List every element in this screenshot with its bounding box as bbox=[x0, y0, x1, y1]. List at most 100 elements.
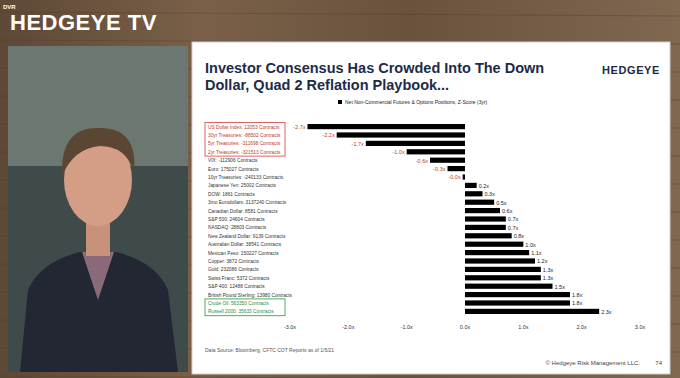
category-label: VIX: -112906 Contracts bbox=[208, 158, 258, 163]
bar bbox=[465, 200, 494, 205]
title-line: Investor Consensus Has Crowded Into The … bbox=[205, 60, 544, 76]
highlight-box-red bbox=[205, 123, 285, 157]
bar bbox=[308, 124, 466, 129]
data-label: 1.3x bbox=[543, 275, 554, 281]
bar bbox=[465, 191, 483, 196]
data-label: -0.0x bbox=[448, 174, 460, 180]
legend-label: Net Non-Commercial Futures & Options Pos… bbox=[345, 99, 488, 105]
category-label: S&P 500: 24604 Contracts bbox=[208, 217, 265, 222]
bar bbox=[465, 216, 506, 221]
data-label: 1.8x bbox=[572, 300, 583, 306]
category-label: US Dollar Index: 12053 Contracts bbox=[208, 125, 280, 130]
channel-logo: HEDGEYE TV bbox=[10, 10, 157, 35]
presenter bbox=[8, 46, 188, 372]
bar bbox=[465, 258, 535, 263]
data-label: 1.5x bbox=[555, 284, 566, 290]
bar bbox=[465, 267, 541, 272]
bar bbox=[465, 183, 477, 188]
source-note: Data Source: Bloomberg, CFTC COT Reports… bbox=[205, 347, 334, 353]
x-tick-label: -2.0x bbox=[342, 324, 354, 330]
dvr-badge: DVR bbox=[3, 4, 16, 10]
category-label: Euro: 175027 Contracts bbox=[208, 167, 259, 172]
category-label: British Pound Sterling: 13980 Contracts bbox=[208, 293, 293, 298]
x-tick-label: -3.0x bbox=[284, 324, 296, 330]
data-label: 0.7x bbox=[508, 216, 519, 222]
category-label: DOW: 1861 Contracts bbox=[208, 192, 255, 197]
category-label: Russell 2000: 35633 Contracts bbox=[208, 309, 274, 314]
category-label: 30yr Treasuries: -88502 Contracts bbox=[208, 133, 281, 138]
data-label: 1.8x bbox=[572, 292, 583, 298]
legend-swatch bbox=[338, 100, 342, 104]
category-label: Mexican Peso: 150227 Contracts bbox=[208, 251, 279, 256]
legend: Net Non-Commercial Futures & Options Pos… bbox=[338, 99, 488, 105]
category-label: Gold: 232086 Contracts bbox=[208, 267, 259, 272]
category-label: 2yr Treasuries: -321513 Contracts bbox=[208, 150, 281, 155]
bar bbox=[430, 158, 465, 163]
x-tick-label: 1.0x bbox=[518, 324, 529, 330]
data-label: 0.2x bbox=[479, 183, 490, 189]
x-tick-label: 0.0x bbox=[460, 324, 471, 330]
bar bbox=[465, 284, 553, 289]
bar bbox=[366, 141, 465, 146]
data-label: 0.7x bbox=[508, 225, 519, 231]
data-label: 1.0x bbox=[525, 242, 536, 248]
x-tick bbox=[290, 321, 291, 323]
x-tick-label: 3.0x bbox=[635, 324, 646, 330]
neck bbox=[86, 222, 110, 256]
slide-logo: HEDGEYE bbox=[602, 64, 660, 76]
chart-title: Investor Consensus Has Crowded Into The … bbox=[205, 60, 544, 93]
category-label: 3mo Eurodollars: 3137240 Contracts bbox=[208, 200, 287, 205]
category-label: NASDAQ: 28803 Contracts bbox=[208, 225, 267, 230]
bar bbox=[465, 233, 512, 238]
x-tick-label: -1.0x bbox=[401, 324, 413, 330]
bar bbox=[465, 309, 599, 314]
category-label: New Zealand Dollar: 9139 Contracts bbox=[208, 234, 286, 239]
highlight-box-green bbox=[205, 299, 285, 316]
data-label: 0.5x bbox=[496, 200, 507, 206]
shirt bbox=[82, 252, 114, 300]
data-label: -0.3x bbox=[433, 166, 445, 172]
slide-panel bbox=[192, 42, 670, 374]
x-tick bbox=[640, 321, 641, 323]
data-label: -2.7x bbox=[293, 124, 305, 130]
x-tick bbox=[465, 321, 466, 323]
data-label: -1.0x bbox=[392, 149, 404, 155]
x-tick bbox=[406, 321, 407, 323]
bar bbox=[465, 225, 506, 230]
category-label: Crude Oil: 563350 Contracts bbox=[208, 301, 269, 306]
x-tick bbox=[523, 321, 524, 323]
category-label: Australian Dollar: 38541 Contracts bbox=[208, 242, 282, 247]
x-tick-label: 2.0x bbox=[576, 324, 587, 330]
bars bbox=[308, 124, 600, 314]
data-label: 0.8x bbox=[514, 233, 525, 239]
x-tick bbox=[348, 321, 349, 323]
presenter-backdrop bbox=[8, 46, 188, 372]
bar bbox=[465, 242, 523, 247]
data-label: 1.2x bbox=[537, 258, 548, 264]
bar bbox=[407, 149, 465, 154]
title-line: Dollar, Quad 2 Reflation Playbook... bbox=[205, 77, 449, 93]
bar bbox=[463, 174, 465, 179]
bar bbox=[465, 208, 500, 213]
bar bbox=[337, 132, 465, 137]
bar bbox=[465, 250, 529, 255]
category-label: Japanese Yen: 25002 Contracts bbox=[208, 183, 277, 188]
category-label: 10yr Treasuries: -240133 Contracts bbox=[208, 175, 284, 180]
wood-grain bbox=[0, 376, 680, 378]
category-label: S&P 400: 12488 Contracts bbox=[208, 284, 265, 289]
x-tick bbox=[581, 321, 582, 323]
data-label: -1.7x bbox=[352, 141, 364, 147]
data-label: 1.3x bbox=[543, 267, 554, 273]
data-label: 0.3x bbox=[485, 191, 496, 197]
data-label: -0.6x bbox=[416, 158, 428, 164]
bar bbox=[465, 300, 570, 305]
canvas: HEDGEYE TVDVR HEDGEYE Investor Consensus H… bbox=[0, 0, 680, 378]
background bbox=[0, 0, 680, 378]
hair bbox=[62, 128, 134, 176]
data-label: -2.2x bbox=[322, 132, 334, 138]
category-label: 5yr Treasuries: -311698 Contracts bbox=[208, 141, 281, 146]
footer: © Hedgeye Risk Management LLC. bbox=[546, 360, 641, 366]
data-label: 0.6x bbox=[502, 208, 513, 214]
category-label: Copper: 3872 Contracts bbox=[208, 259, 260, 264]
category-label: Swiss Franc: 5372 Contracts bbox=[208, 276, 270, 281]
